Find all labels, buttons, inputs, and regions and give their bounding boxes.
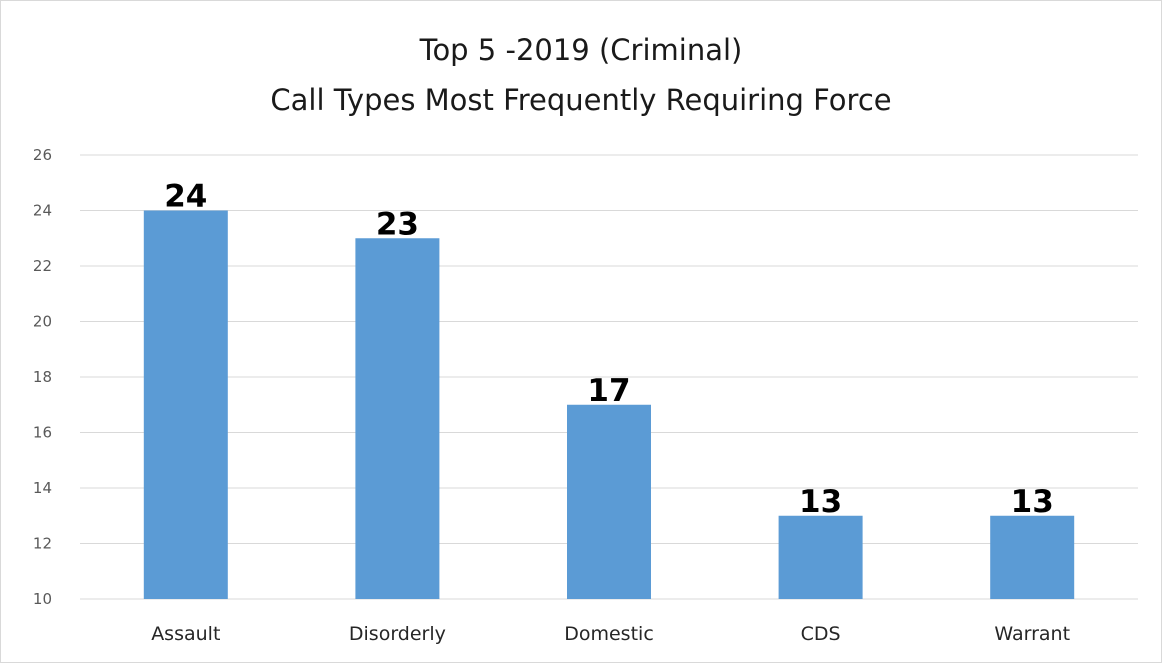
bar (355, 238, 440, 599)
y-tick-label: 22 (33, 257, 52, 275)
data-label: 23 (376, 206, 419, 242)
x-category-label: CDS (801, 623, 841, 645)
y-tick-label: 16 (33, 424, 52, 442)
bar (567, 404, 651, 599)
x-category-label: Domestic (564, 623, 654, 645)
y-tick-label: 20 (33, 313, 52, 331)
bar (990, 515, 1075, 599)
data-label: 24 (164, 179, 207, 215)
bar (778, 515, 863, 599)
bar (143, 210, 228, 599)
chart-title: Top 5 -2019 (Criminal) (419, 33, 743, 67)
data-label: 13 (1011, 484, 1054, 520)
x-category-label: Warrant (994, 623, 1070, 645)
data-label: 13 (799, 484, 842, 520)
chart-subtitle: Call Types Most Frequently Requiring For… (270, 83, 892, 117)
y-tick-label: 10 (33, 590, 52, 608)
y-tick-label: 26 (33, 146, 52, 164)
y-tick-label: 12 (33, 535, 52, 553)
y-tick-label: 24 (33, 202, 52, 220)
x-category-label: Assault (151, 623, 220, 645)
y-tick-label: 18 (33, 368, 52, 386)
y-tick-label: 14 (33, 479, 52, 497)
x-category-label: Disorderly (349, 623, 446, 645)
data-label: 17 (587, 373, 630, 409)
